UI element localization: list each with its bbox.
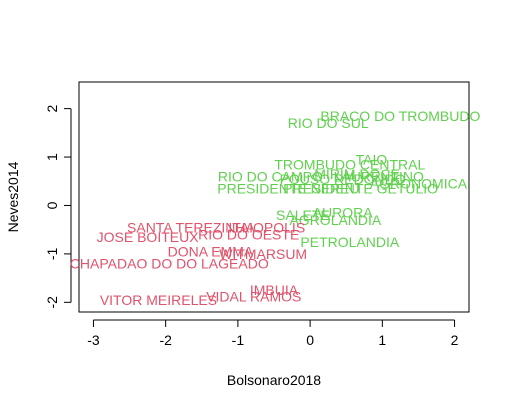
point-label: RIO DO CAMPO xyxy=(218,168,323,184)
point-label: DONA EMMA xyxy=(168,243,254,259)
y-tick-label: 0 xyxy=(44,201,60,209)
point-label: JOSE BOITEUX xyxy=(97,229,200,245)
point-label: TROMBUDO CENTRAL xyxy=(274,156,425,172)
point-label: PRESIDENTE NEREU xyxy=(217,181,359,197)
point-label: PETROLANDIA xyxy=(300,234,399,250)
point-label: BRACO DO TROMBUDO xyxy=(320,108,480,124)
x-tick-label: 0 xyxy=(306,332,314,348)
x-tick-label: -3 xyxy=(87,332,100,348)
y-tick-label: 2 xyxy=(44,105,60,113)
point-label: WITMARSUM xyxy=(219,246,307,262)
x-tick-label: -2 xyxy=(159,332,172,348)
y-axis-title: Neves2014 xyxy=(5,161,21,232)
point-label: AGROLANDIA xyxy=(289,212,381,228)
y-tick-label: 1 xyxy=(44,153,60,161)
x-tick-label: -1 xyxy=(232,332,245,348)
point-label: SANTA TEREZINHA xyxy=(127,219,256,235)
point-label: ITAIOPOLIS xyxy=(228,219,305,235)
point-label: RIO DO SUL xyxy=(288,115,369,131)
point-label: RIO DO OESTE xyxy=(198,227,299,243)
x-tick-label: 1 xyxy=(378,332,386,348)
point-label: MIRIM DOCE xyxy=(314,166,400,182)
x-axis-title: Bolsonaro2018 xyxy=(227,372,321,388)
point-label: POUSO REDONDO xyxy=(280,171,406,187)
plot-box xyxy=(78,81,470,313)
y-tick-label: -1 xyxy=(44,247,60,260)
point-label: IMBUIA xyxy=(250,282,299,298)
y-tick-label: -2 xyxy=(44,296,60,309)
point-label: LAURENTINO xyxy=(334,168,424,184)
y-axis: -2 -1 0 1 2 xyxy=(44,105,72,309)
point-label: VITOR MEIRELES xyxy=(100,292,217,308)
point-label: PRESIDENTE GETULIO xyxy=(283,181,438,197)
point-label: AGRONOMICA xyxy=(370,176,468,192)
x-tick-label: 2 xyxy=(451,332,459,348)
point-label: VIDAL RAMOS xyxy=(206,289,301,305)
point-label: SALETE xyxy=(276,207,330,223)
point-label: AURORA xyxy=(313,205,374,221)
point-label: CHAPADAO DO DO LAGEADO xyxy=(70,256,269,272)
x-axis: -3 -2 -1 0 1 2 xyxy=(87,319,459,348)
point-label: TAIO xyxy=(356,151,388,167)
